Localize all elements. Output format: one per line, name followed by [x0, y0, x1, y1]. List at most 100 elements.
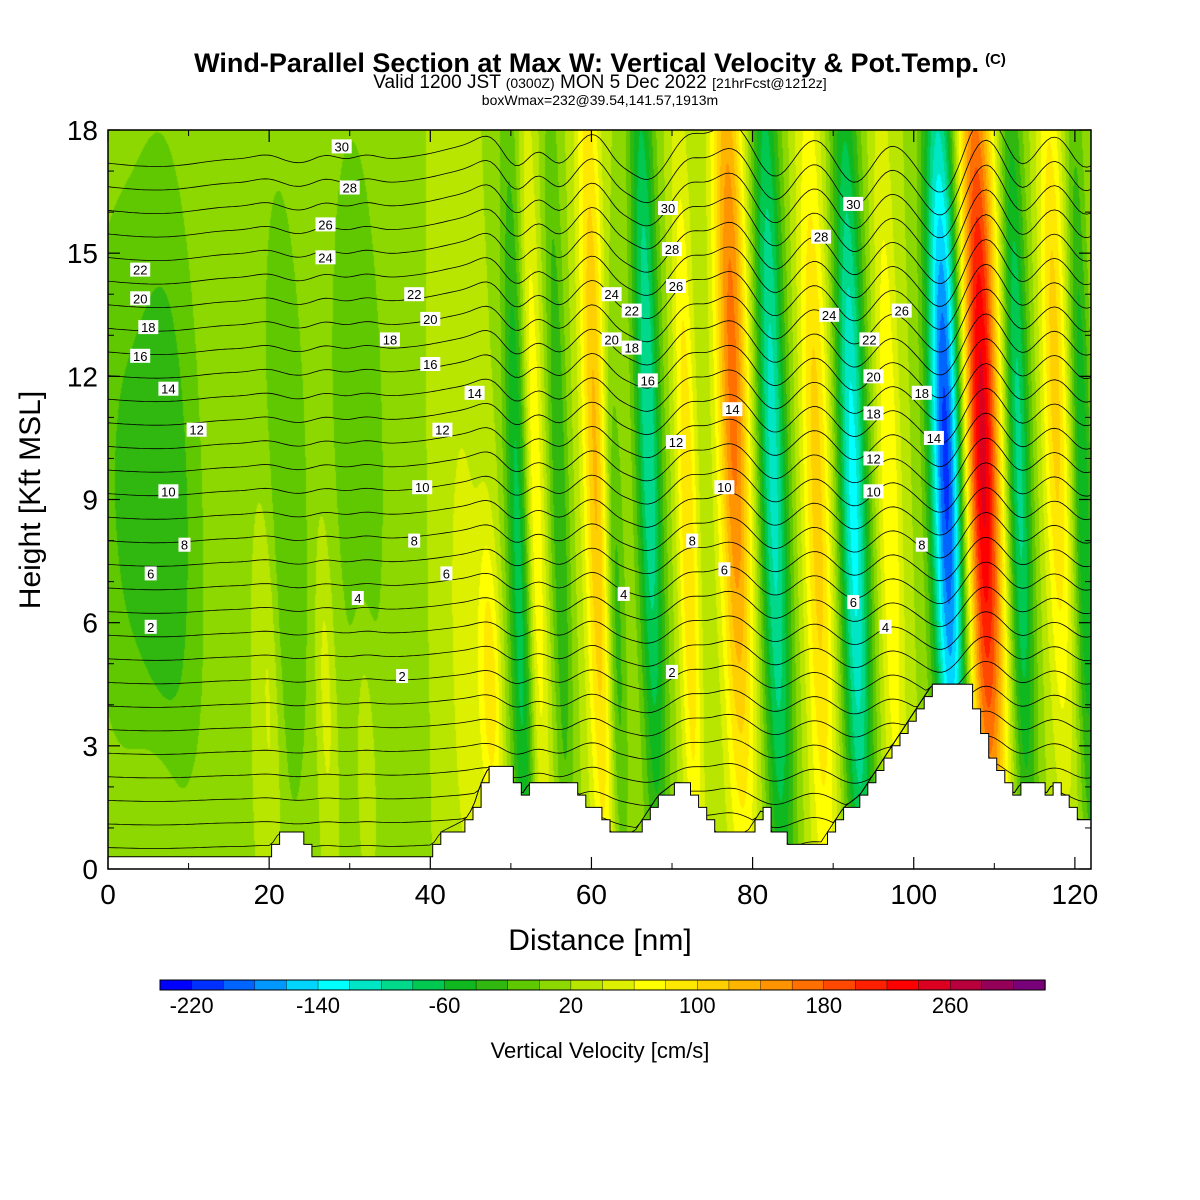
theta-label-text: 6: [147, 566, 154, 581]
colorbar-swatch: [444, 979, 477, 991]
colorbar-swatch: [886, 979, 920, 991]
theta-label-text: 2: [147, 620, 154, 635]
theta-label-bg: [891, 303, 912, 318]
theta-label-text: 20: [866, 369, 880, 384]
theta-label-bg: [621, 303, 642, 318]
theta-label: 2: [144, 619, 157, 635]
theta-label-bg: [863, 451, 884, 466]
colorbar-swatch: [981, 979, 1015, 991]
theta-line-14: [108, 511, 1091, 559]
y-tick-label: 0: [82, 854, 98, 885]
theta-label-bg: [666, 279, 686, 293]
theta-label: 18: [138, 320, 159, 335]
chart-subtitle: Valid 1200 JST (0300Z) MON 5 Dec 2022 [2…: [0, 72, 1200, 94]
theta-label-text: 20: [604, 332, 618, 347]
colorbar-tick-label: 180: [805, 993, 842, 1018]
theta-label-bg: [130, 291, 151, 306]
colorbar-swatch: [665, 979, 699, 991]
theta-label: 30: [658, 201, 678, 216]
theta-label-text: 30: [661, 201, 675, 216]
theta-label-text: 26: [669, 279, 683, 294]
colorbar-swatch: [728, 979, 762, 991]
theta-label-text: 12: [189, 423, 203, 438]
theta-label-text: 18: [383, 332, 397, 347]
forecast-info: [21hrFcst@1212z]: [712, 75, 827, 91]
theta-label-bg: [404, 287, 425, 302]
theta-label-bg: [722, 402, 743, 417]
theta-label: 26: [891, 303, 912, 319]
theta-label-text: 2: [398, 669, 405, 684]
theta-label-bg: [144, 566, 157, 581]
colorbar-tick-label: -60: [429, 993, 461, 1018]
theta-label-bg: [408, 533, 421, 548]
theta-label: 8: [178, 537, 191, 553]
theta-label-text: 6: [443, 566, 450, 581]
theta-label-bg: [621, 340, 642, 355]
theta-label-text: 10: [866, 484, 880, 499]
theta-label: 28: [339, 180, 360, 196]
theta-label-bg: [662, 242, 682, 257]
theta-label-bg: [863, 406, 884, 421]
colorbar-tick-label: 100: [679, 993, 716, 1018]
theta-label: 14: [722, 402, 743, 417]
theta-label-bg: [863, 484, 884, 499]
theta-label-text: 26: [318, 217, 332, 232]
theta-line-30: [108, 130, 1091, 193]
theta-label: 24: [819, 307, 840, 323]
theta-label-text: 8: [181, 538, 188, 553]
y-tick-label: 3: [82, 731, 98, 762]
theta-labels: 3028262422201816141210862222018161412108…: [130, 139, 944, 684]
theta-label: 10: [158, 484, 179, 499]
theta-label: 24: [601, 287, 622, 302]
theta-label-bg: [617, 586, 630, 601]
theta-label-text: 30: [334, 139, 348, 154]
y-tick-label: 9: [82, 485, 98, 516]
theta-label-bg: [351, 591, 364, 605]
theta-label: 14: [158, 381, 179, 397]
theta-line-10: [108, 611, 1091, 650]
theta-label-bg: [432, 422, 453, 437]
theta-label-bg: [130, 348, 151, 363]
colorbar-swatch: [317, 979, 351, 991]
theta-label: 8: [686, 533, 699, 549]
theta-label-text: 10: [161, 484, 175, 499]
theta-label-bg: [440, 566, 453, 581]
x-tick-label: 0: [100, 879, 116, 910]
theta-label-bg: [339, 180, 360, 195]
theta-line-9: [108, 636, 1091, 673]
theta-label: 6: [718, 562, 731, 577]
theta-line-20: [108, 363, 1091, 422]
colorbar-swatch: [191, 979, 224, 991]
theta-label: 28: [811, 229, 832, 245]
theta-label-text: 28: [814, 230, 828, 245]
colorbar-tick-label: 20: [559, 993, 583, 1018]
theta-line-8: [108, 660, 1091, 692]
colorbar-swatch: [855, 979, 888, 991]
theta-label: 18: [621, 340, 642, 356]
y-tick-label: 6: [82, 608, 98, 639]
theta-label: 30: [331, 139, 352, 154]
chart-title-text: Wind-Parallel Section at Max W: Vertical…: [194, 48, 980, 78]
theta-label-bg: [911, 385, 932, 400]
theta-line-25: [108, 239, 1091, 307]
colorbar-swatch: [697, 979, 730, 991]
y-tick-label: 18: [67, 115, 98, 146]
theta-label: 18: [911, 385, 932, 401]
theta-label-bg: [879, 619, 892, 634]
theta-label-bg: [819, 307, 840, 322]
theta-label-bg: [315, 250, 336, 265]
x-tick-label: 60: [576, 879, 607, 910]
theta-label: 18: [863, 406, 884, 421]
theta-label-text: 28: [342, 181, 356, 196]
theta-label-text: 8: [918, 538, 925, 553]
theta-label-text: 14: [161, 382, 175, 397]
theta-label-text: 18: [915, 386, 929, 401]
theta-label-text: 20: [133, 291, 147, 306]
x-tick-label: 80: [737, 879, 768, 910]
theta-label-text: 22: [862, 332, 876, 347]
x-tick-label: 40: [415, 879, 446, 910]
theta-label-bg: [158, 484, 179, 499]
theta-label: 4: [351, 591, 364, 606]
theta-line-12: [108, 561, 1091, 604]
